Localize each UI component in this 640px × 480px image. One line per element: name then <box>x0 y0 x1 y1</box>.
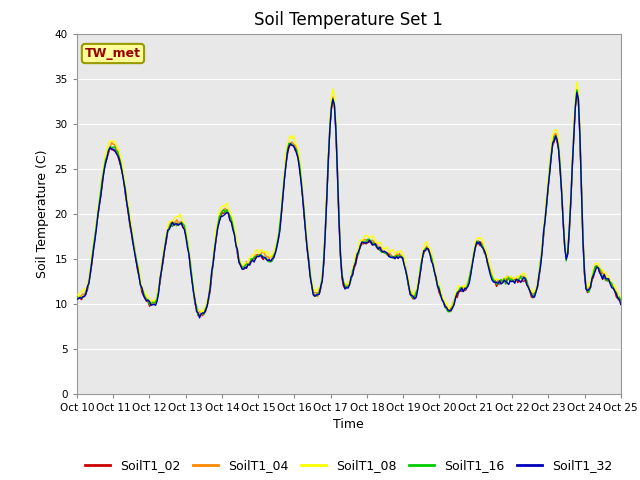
SoilT1_16 <box>255 252 262 258</box>
Line: SoilT1_04: SoilT1_04 <box>77 91 621 316</box>
SoilT1_16 <box>237 262 244 267</box>
Line: SoilT1_02: SoilT1_02 <box>77 91 621 316</box>
SoilT1_04 <box>255 252 262 257</box>
SoilT1_32 <box>255 254 262 260</box>
SoilT1_16 <box>140 289 147 295</box>
Line: SoilT1_32: SoilT1_32 <box>77 92 621 318</box>
SoilT1_16 <box>312 293 320 299</box>
SoilT1_08 <box>617 295 625 300</box>
SoilT1_08 <box>573 79 580 85</box>
SoilT1_04 <box>312 289 320 295</box>
SoilT1_32 <box>73 296 81 302</box>
Line: SoilT1_08: SoilT1_08 <box>77 82 621 312</box>
SoilT1_02 <box>264 257 271 263</box>
SoilT1_08 <box>264 249 271 254</box>
SoilT1_08 <box>237 258 244 264</box>
SoilT1_32 <box>589 272 597 278</box>
SoilT1_16 <box>73 293 81 299</box>
SoilT1_04 <box>140 291 147 297</box>
SoilT1_04 <box>264 254 271 260</box>
SoilT1_04 <box>197 313 205 319</box>
SoilT1_04 <box>573 88 580 94</box>
SoilT1_04 <box>237 261 244 266</box>
Title: Soil Temperature Set 1: Soil Temperature Set 1 <box>254 11 444 29</box>
SoilT1_02 <box>237 263 244 268</box>
SoilT1_02 <box>573 88 580 94</box>
SoilT1_02 <box>140 293 147 299</box>
SoilT1_16 <box>264 258 271 264</box>
SoilT1_16 <box>589 270 597 276</box>
SoilT1_02 <box>312 293 320 299</box>
SoilT1_04 <box>589 269 597 275</box>
SoilT1_32 <box>264 258 271 264</box>
SoilT1_32 <box>196 315 204 321</box>
SoilT1_08 <box>199 309 207 315</box>
SoilT1_16 <box>194 312 202 318</box>
SoilT1_02 <box>255 254 262 260</box>
SoilT1_32 <box>140 292 147 298</box>
SoilT1_08 <box>589 265 597 271</box>
SoilT1_08 <box>140 287 147 293</box>
SoilT1_32 <box>237 262 244 268</box>
Y-axis label: Soil Temperature (C): Soil Temperature (C) <box>36 149 49 278</box>
SoilT1_32 <box>573 89 580 95</box>
SoilT1_02 <box>589 274 597 280</box>
SoilT1_32 <box>617 301 625 307</box>
SoilT1_02 <box>73 293 81 299</box>
SoilT1_02 <box>194 313 202 319</box>
SoilT1_02 <box>617 298 625 304</box>
Text: TW_met: TW_met <box>85 47 141 60</box>
Line: SoilT1_16: SoilT1_16 <box>77 90 621 315</box>
SoilT1_04 <box>617 297 625 302</box>
SoilT1_04 <box>73 292 81 298</box>
SoilT1_32 <box>312 292 320 298</box>
SoilT1_08 <box>255 250 262 256</box>
SoilT1_08 <box>73 291 81 297</box>
SoilT1_08 <box>312 288 320 294</box>
Legend: SoilT1_02, SoilT1_04, SoilT1_08, SoilT1_16, SoilT1_32: SoilT1_02, SoilT1_04, SoilT1_08, SoilT1_… <box>81 455 617 477</box>
SoilT1_16 <box>573 87 580 93</box>
X-axis label: Time: Time <box>333 418 364 431</box>
SoilT1_16 <box>617 298 625 303</box>
